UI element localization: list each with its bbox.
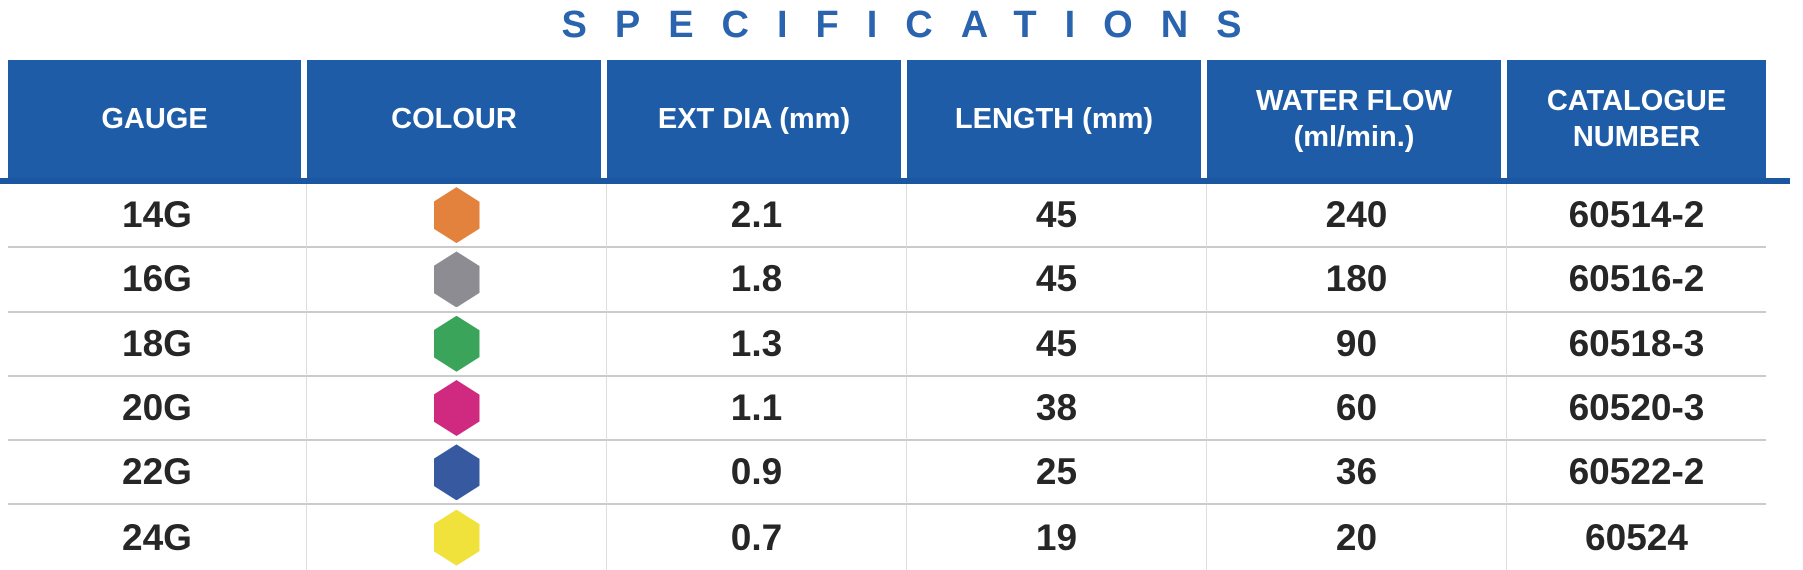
length-cell: 38 [907, 376, 1207, 442]
table-row: 22G 0.9 25 36 60522-2 [8, 441, 1766, 506]
header-divider [0, 178, 1790, 184]
header-colour: COLOUR [307, 60, 607, 178]
table-body: 14G 2.1 45 240 60514-2 16G 1.8 45 180 60… [0, 184, 1803, 570]
length-cell: 45 [907, 312, 1207, 377]
colour-cell [307, 441, 607, 506]
page-title: SPECIFICATIONS [561, 4, 1270, 46]
ext-dia-cell: 1.3 [607, 312, 907, 377]
water-flow-cell: 60 [1207, 376, 1507, 442]
catalogue-cell: 60514-2 [1507, 184, 1766, 249]
gauge-cell: 22G [8, 441, 307, 506]
length-cell: 45 [907, 248, 1207, 313]
header-gauge: GAUGE [8, 60, 307, 178]
ext-dia-cell: 1.8 [607, 248, 907, 313]
water-flow-cell: 180 [1207, 248, 1507, 313]
gauge-cell: 24G [8, 505, 307, 570]
gauge-cell: 20G [8, 376, 307, 442]
length-cell: 25 [907, 441, 1207, 506]
table-row: 24G 0.7 19 20 60524 [8, 505, 1766, 570]
catalogue-cell: 60522-2 [1507, 441, 1766, 506]
water-flow-cell: 240 [1207, 184, 1507, 249]
ext-dia-cell: 0.9 [607, 441, 907, 506]
header-ext-dia: EXT DIA (mm) [607, 60, 907, 178]
colour-cell [307, 248, 607, 313]
colour-hexagon-icon [433, 444, 480, 501]
colour-hexagon-icon [433, 187, 480, 244]
ext-dia-cell: 0.7 [607, 505, 907, 570]
length-cell: 45 [907, 184, 1207, 249]
table-row: 18G 1.3 45 90 60518-3 [8, 312, 1766, 377]
gauge-cell: 14G [8, 184, 307, 249]
gauge-cell: 16G [8, 248, 307, 313]
colour-hexagon-icon [433, 315, 480, 372]
catalogue-cell: 60516-2 [1507, 248, 1766, 313]
table-row: 16G 1.8 45 180 60516-2 [8, 248, 1766, 313]
header-catalogue-number: CATALOGUE NUMBER [1507, 60, 1766, 178]
colour-hexagon-icon [433, 509, 480, 566]
water-flow-cell: 20 [1207, 505, 1507, 570]
length-cell: 19 [907, 505, 1207, 570]
ext-dia-cell: 1.1 [607, 376, 907, 442]
colour-cell [307, 312, 607, 377]
catalogue-cell: 60520-3 [1507, 377, 1766, 442]
catalogue-cell: 60524 [1585, 516, 1688, 558]
header-length: LENGTH (mm) [907, 60, 1207, 178]
header-water-flow: WATER FLOW (ml/min.) [1207, 60, 1507, 178]
ext-dia-cell: 2.1 [607, 184, 907, 249]
colour-cell [307, 184, 607, 249]
colour-cell [307, 376, 607, 442]
colour-hexagon-icon [433, 251, 480, 308]
table-row: 14G 2.1 45 240 60514-2 [8, 184, 1766, 249]
table-row: 20G 1.1 38 60 60520-3 [8, 376, 1766, 442]
gauge-cell: 18G [8, 312, 307, 377]
catalogue-cell: 60518-3 [1507, 313, 1766, 377]
water-flow-cell: 90 [1207, 312, 1507, 377]
water-flow-cell: 36 [1207, 441, 1507, 506]
colour-cell [307, 505, 607, 570]
colour-hexagon-icon [433, 380, 480, 437]
table-header-row: GAUGE COLOUR EXT DIA (mm) LENGTH (mm) WA… [8, 60, 1766, 178]
